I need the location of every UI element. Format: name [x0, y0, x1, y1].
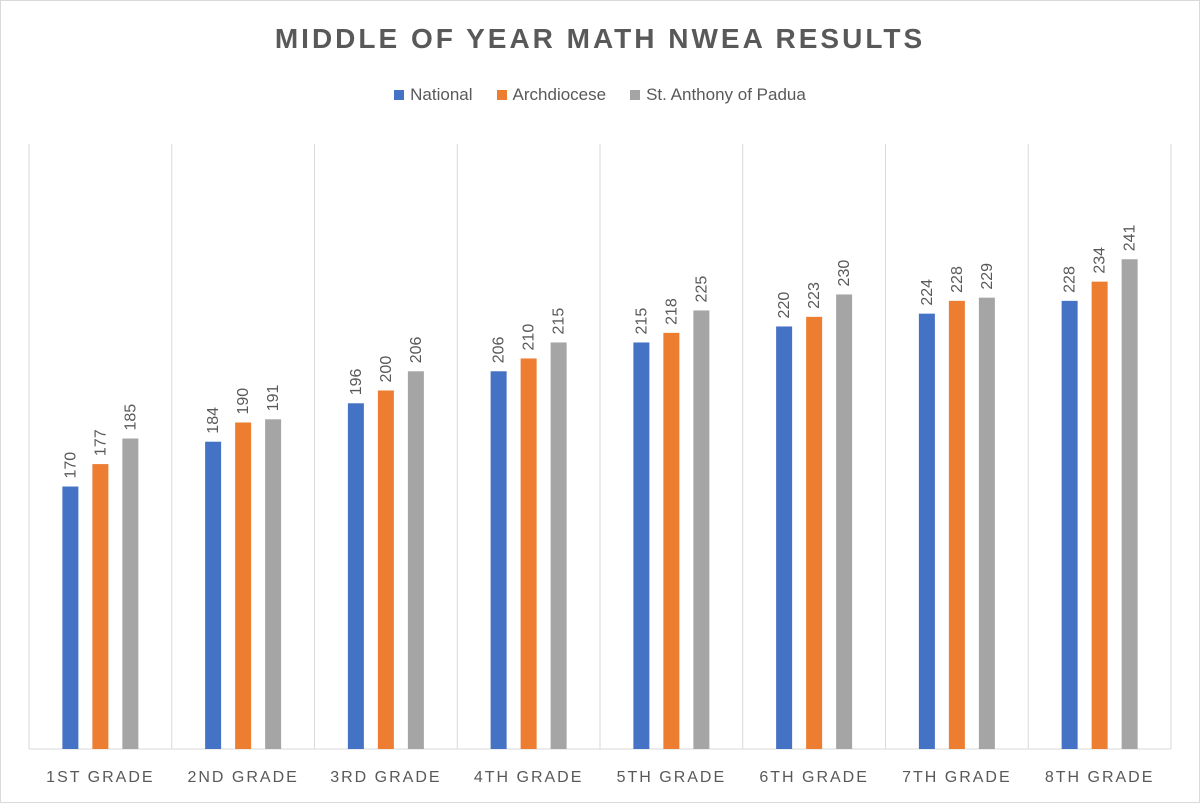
bar-7-archdiocese	[948, 300, 965, 749]
data-label-7-st-anthony-of-padua: 229	[979, 263, 996, 290]
bar-6-national	[776, 326, 793, 749]
bar-6-archdiocese	[806, 316, 823, 749]
bar-1-st-anthony-of-padua	[122, 438, 139, 749]
bar-4-archdiocese	[520, 358, 537, 749]
data-label-7-archdiocese: 228	[949, 266, 966, 293]
data-label-2-st-anthony-of-padua: 191	[265, 384, 282, 411]
category-label-6: 6TH GRADE	[759, 769, 869, 786]
legend-label-st-anthony: St. Anthony of Padua	[646, 85, 806, 104]
category-label-1: 1ST GRADE	[46, 769, 154, 786]
category-label-4: 4TH GRADE	[474, 769, 584, 786]
category-label-8: 8TH GRADE	[1045, 769, 1155, 786]
data-label-6-st-anthony-of-padua: 230	[836, 260, 853, 287]
data-label-6-national: 220	[776, 292, 793, 319]
category-label-3: 3RD GRADE	[330, 769, 441, 786]
data-label-3-st-anthony-of-padua: 206	[408, 336, 425, 363]
data-label-5-archdiocese: 218	[663, 298, 680, 325]
bar-1-national	[62, 486, 79, 749]
data-label-2-national: 184	[205, 407, 222, 434]
data-label-5-national: 215	[633, 308, 650, 335]
chart-legend: National Archdiocese St. Anthony of Padu…	[1, 85, 1199, 105]
bar-1-archdiocese	[92, 464, 109, 749]
data-label-1-national: 170	[62, 452, 79, 479]
bar-6-st-anthony-of-padua	[836, 294, 853, 749]
legend-item-national: National	[394, 85, 473, 105]
legend-swatch-st-anthony	[630, 90, 641, 100]
bar-3-national	[347, 403, 364, 749]
bar-2-archdiocese	[235, 422, 252, 749]
data-label-2-archdiocese: 190	[235, 388, 252, 415]
data-label-1-archdiocese: 177	[92, 429, 109, 456]
category-label-2: 2ND GRADE	[187, 769, 298, 786]
data-label-3-national: 196	[348, 368, 365, 395]
bar-2-st-anthony-of-padua	[265, 419, 282, 749]
data-label-8-national: 228	[1062, 266, 1079, 293]
data-label-1-st-anthony-of-padua: 185	[122, 404, 139, 431]
bar-8-national	[1061, 300, 1078, 749]
bar-8-st-anthony-of-padua	[1121, 259, 1138, 749]
data-label-6-archdiocese: 223	[806, 282, 823, 309]
category-label-7: 7TH GRADE	[902, 769, 1012, 786]
data-label-7-national: 224	[919, 279, 936, 306]
bar-5-national	[633, 342, 650, 749]
bar-4-national	[490, 371, 507, 749]
legend-label-national: National	[410, 85, 473, 104]
data-label-8-st-anthony-of-padua: 241	[1122, 224, 1139, 251]
bar-3-st-anthony-of-padua	[407, 371, 424, 749]
bar-8-archdiocese	[1091, 281, 1108, 749]
legend-label-archdiocese: Archdiocese	[512, 85, 607, 104]
data-label-5-st-anthony-of-padua: 225	[693, 276, 710, 303]
data-label-4-archdiocese: 210	[521, 324, 538, 351]
legend-item-st-anthony: St. Anthony of Padua	[630, 85, 806, 105]
data-label-8-archdiocese: 234	[1092, 247, 1109, 274]
bar-7-st-anthony-of-padua	[978, 297, 995, 749]
bar-5-st-anthony-of-padua	[693, 310, 710, 749]
data-label-4-national: 206	[491, 336, 508, 363]
data-label-3-archdiocese: 200	[378, 356, 395, 383]
bar-5-archdiocese	[663, 332, 680, 749]
legend-swatch-archdiocese	[496, 90, 507, 100]
bar-4-st-anthony-of-padua	[550, 342, 567, 749]
bar-3-archdiocese	[377, 390, 394, 749]
bar-7-national	[918, 313, 935, 749]
category-label-5: 5TH GRADE	[617, 769, 727, 786]
legend-item-archdiocese: Archdiocese	[496, 85, 607, 105]
data-label-4-st-anthony-of-padua: 215	[551, 308, 568, 335]
chart-title: MIDDLE OF YEAR MATH NWEA RESULTS	[274, 23, 926, 54]
legend-swatch-national	[394, 90, 405, 100]
bar-2-national	[205, 441, 222, 749]
